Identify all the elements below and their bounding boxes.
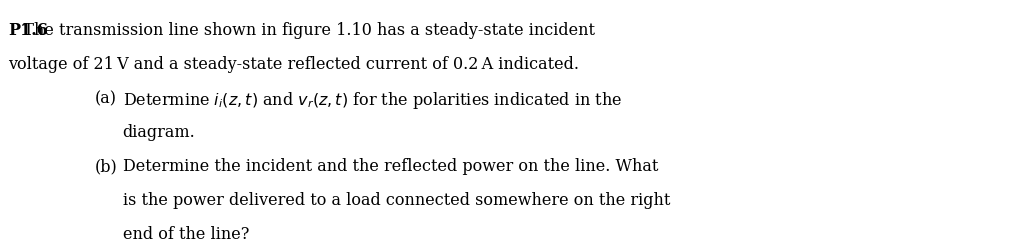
- Text: is the power delivered to a load connected somewhere on the right: is the power delivered to a load connect…: [123, 192, 670, 209]
- Text: diagram.: diagram.: [123, 124, 195, 141]
- Text: The transmission line shown in figure 1.10 has a steady-state incident: The transmission line shown in figure 1.…: [8, 22, 595, 39]
- Text: end of the line?: end of the line?: [123, 226, 249, 243]
- Text: Determine $i_i(z, t)$ and $v_r(z, t)$ for the polarities indicated in the: Determine $i_i(z, t)$ and $v_r(z, t)$ fo…: [123, 90, 621, 111]
- Text: P1.6: P1.6: [8, 22, 48, 39]
- Text: (a): (a): [95, 90, 118, 107]
- Text: Determine the incident and the reflected power on the line. What: Determine the incident and the reflected…: [123, 158, 658, 175]
- Text: (b): (b): [95, 158, 118, 175]
- Text: voltage of 21 V and a steady-state reflected current of 0.2 A indicated.: voltage of 21 V and a steady-state refle…: [8, 56, 579, 73]
